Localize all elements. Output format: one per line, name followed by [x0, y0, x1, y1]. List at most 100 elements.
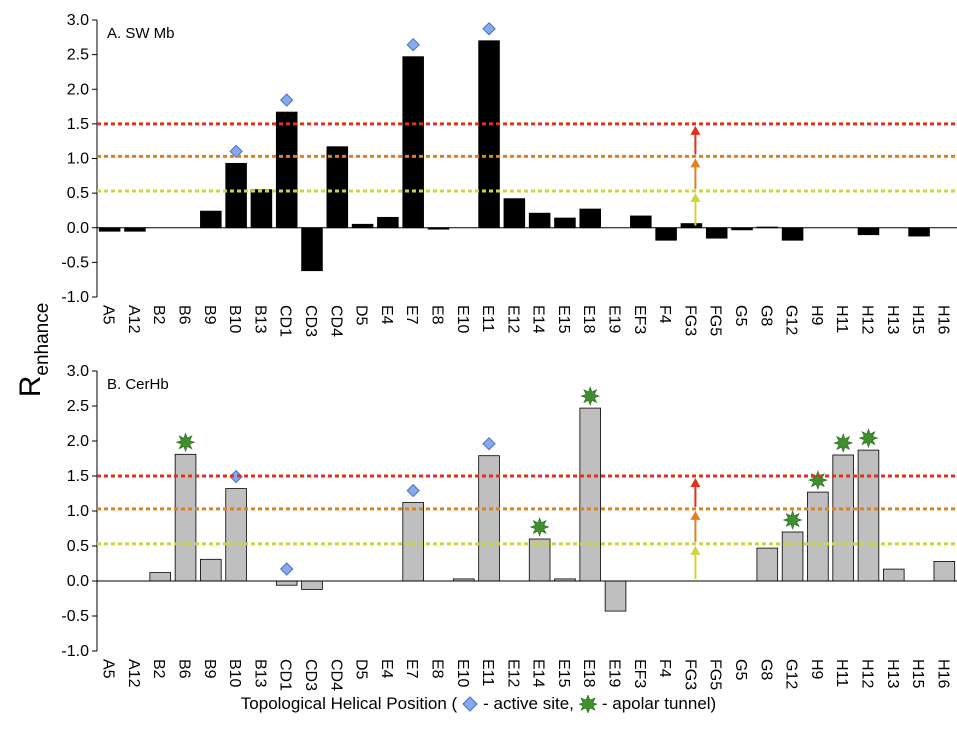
y-tick-label: 0.5	[67, 538, 89, 555]
bar	[705, 227, 728, 239]
bar	[908, 227, 930, 237]
y-tick-label: 1.5	[67, 116, 89, 133]
y-tick-label: 1.5	[67, 468, 89, 485]
x-tick-label: F4	[656, 305, 673, 324]
x-tick-label: H12	[858, 305, 875, 334]
apolar-tunnel-marker	[529, 517, 550, 537]
x-tick-label: H9	[808, 305, 825, 326]
active-site-marker	[279, 562, 294, 576]
x-tick-label: CD1	[277, 659, 294, 691]
bar	[655, 227, 677, 241]
x-tick-label: A5	[100, 305, 117, 325]
x-tick-label: G8	[757, 305, 774, 326]
x-tick-label: E12	[504, 305, 521, 334]
bar	[174, 453, 197, 582]
apolar-tunnel-marker	[580, 386, 601, 406]
bar	[756, 547, 779, 582]
x-tick-label: EF3	[631, 305, 648, 334]
x-tick-label: B6	[176, 659, 193, 679]
threshold-arrowhead	[690, 545, 701, 555]
bar	[250, 189, 273, 229]
x-tick-label: E15	[555, 659, 572, 688]
bar	[225, 488, 247, 582]
bar	[554, 217, 576, 229]
bar	[402, 502, 424, 582]
threshold-arrowhead	[690, 478, 701, 487]
x-tick-label: H16	[934, 305, 951, 334]
x-tick-label: D5	[353, 659, 370, 680]
x-tick-label: E18	[580, 305, 597, 334]
active-site-marker	[406, 483, 420, 498]
x-tick-label: H9	[808, 659, 825, 680]
bar	[781, 227, 804, 241]
x-tick-label: B10	[226, 659, 243, 688]
x-tick-label: H13	[884, 659, 901, 688]
x-label-text: Topological Helical Position (	[240, 694, 458, 713]
x-tick-label: E10	[454, 659, 471, 688]
y-tick-label: -0.5	[61, 608, 89, 625]
bar	[857, 449, 880, 582]
x-tick-label: E11	[479, 659, 496, 686]
bar	[478, 40, 500, 229]
active-site-marker	[406, 37, 420, 52]
bar	[807, 491, 829, 582]
bar	[275, 111, 298, 229]
active-site-marker	[279, 93, 294, 107]
x-tick-label: H12	[858, 659, 875, 688]
bar	[98, 227, 121, 232]
x-tick-label: E10	[454, 305, 471, 334]
y-tick-label: 0.5	[67, 185, 89, 202]
x-tick-label: B13	[251, 305, 268, 334]
y-label-main: R	[14, 376, 47, 398]
y-label-sub: enhance	[32, 303, 53, 376]
star-icon	[578, 695, 597, 713]
bar	[933, 561, 956, 582]
x-tick-label: A12	[125, 659, 142, 688]
threshold-arrowhead	[690, 193, 701, 203]
apolar-tunnel-marker	[833, 433, 854, 453]
y-tick-label: 0.0	[67, 220, 89, 237]
y-tick-label: -0.5	[61, 254, 89, 271]
bar	[200, 210, 222, 229]
bar	[301, 227, 323, 272]
diamond-icon	[462, 696, 478, 712]
x-tick-label: E8	[428, 305, 445, 325]
x-tick-label: H15	[909, 305, 926, 334]
x-tick-label: G12	[783, 305, 800, 335]
bar	[857, 227, 880, 236]
x-tick-label: E14	[530, 305, 547, 334]
bar	[200, 558, 222, 582]
bar	[528, 212, 551, 229]
x-tick-label: E7	[403, 659, 420, 679]
y-tick-label: 2.5	[67, 398, 89, 415]
bar	[402, 56, 424, 229]
bar	[301, 580, 323, 590]
y-tick-label: 2.0	[67, 433, 89, 450]
active-site-marker	[482, 22, 496, 36]
x-tick-label: E12	[504, 659, 521, 688]
x-tick-label: E14	[530, 659, 547, 688]
bar	[832, 454, 854, 582]
x-tick-label: B2	[150, 305, 167, 325]
x-tick-label: H13	[884, 305, 901, 334]
y-axis-label: Renhance	[14, 303, 53, 398]
active-site-label: - active site,	[483, 694, 574, 713]
y-tick-label: 2.0	[67, 81, 89, 98]
threshold-arrowhead	[690, 510, 701, 520]
x-tick-label: A5	[100, 659, 117, 679]
x-tick-label: B9	[201, 659, 218, 679]
x-tick-label: CD4	[327, 659, 344, 691]
x-tick-label: FG5	[707, 659, 724, 690]
x-tick-label: CD3	[302, 305, 319, 337]
panel-title: B. CerHb	[107, 376, 169, 393]
x-tick-label: E19	[606, 659, 623, 688]
x-tick-label: FG5	[707, 305, 724, 336]
x-tick-label: H11	[833, 659, 850, 687]
active-site-marker	[482, 436, 496, 451]
x-tick-label: E11	[479, 305, 496, 332]
x-tick-label: H16	[934, 659, 951, 688]
bar	[882, 568, 905, 582]
x-tick-label: CD1	[277, 305, 294, 337]
